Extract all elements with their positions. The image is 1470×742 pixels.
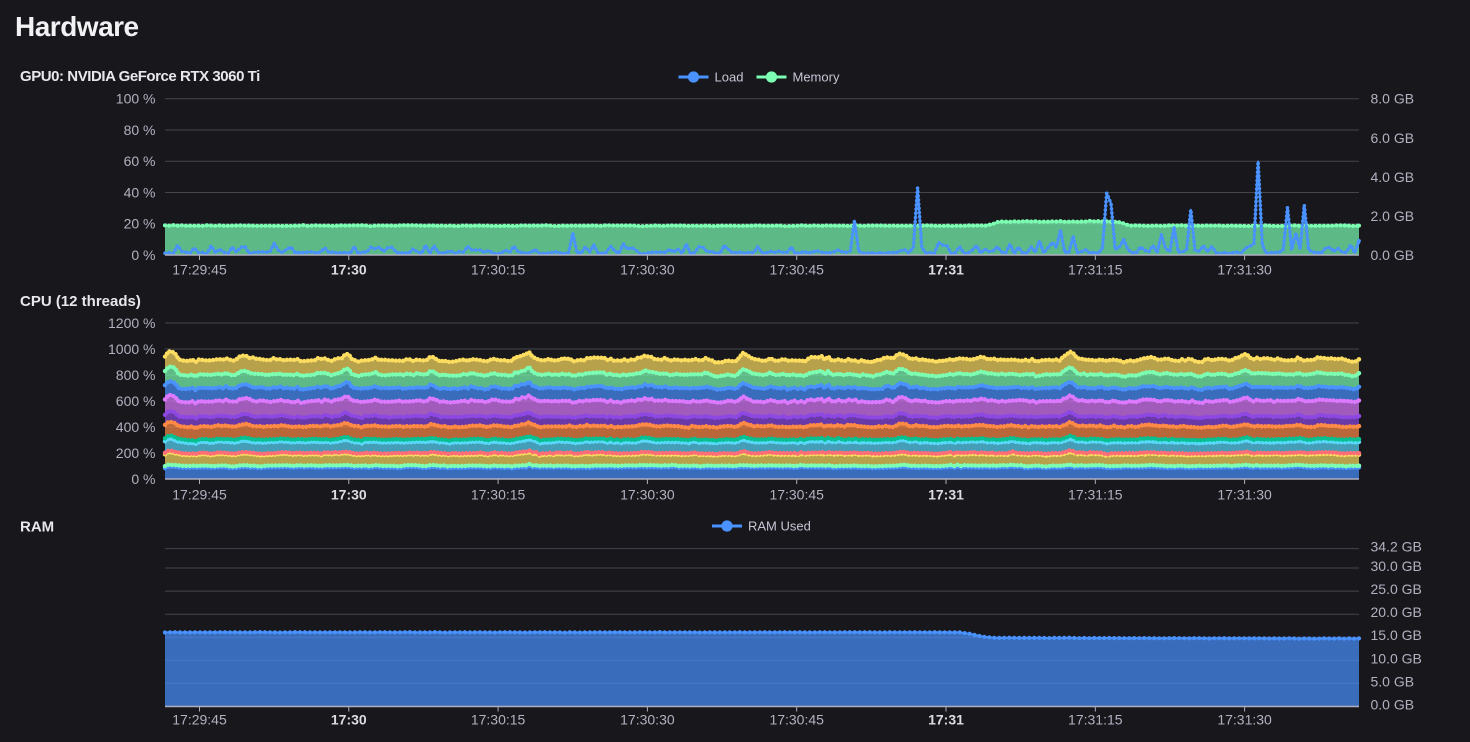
svg-text:Load: Load: [715, 70, 744, 85]
svg-text:17:31: 17:31: [928, 487, 964, 503]
svg-text:0.0 GB: 0.0 GB: [1371, 247, 1415, 263]
svg-text:25.0 GB: 25.0 GB: [1371, 581, 1422, 597]
svg-text:17:31:15: 17:31:15: [1068, 487, 1123, 503]
svg-text:17:29:45: 17:29:45: [172, 487, 227, 503]
svg-text:60 %: 60 %: [124, 153, 156, 169]
svg-text:17:30: 17:30: [331, 712, 367, 728]
svg-text:17:30:45: 17:30:45: [769, 487, 824, 503]
svg-text:0.0 GB: 0.0 GB: [1371, 697, 1415, 713]
svg-text:GPU0: NVIDIA GeForce RTX 3060: GPU0: NVIDIA GeForce RTX 3060 Ti: [20, 68, 260, 85]
svg-text:1200 %: 1200 %: [108, 315, 155, 331]
svg-text:100 %: 100 %: [116, 91, 156, 107]
svg-text:2.0 GB: 2.0 GB: [1371, 208, 1415, 224]
svg-text:17:31: 17:31: [928, 712, 964, 728]
svg-text:17:31: 17:31: [928, 262, 964, 278]
svg-text:17:30:15: 17:30:15: [471, 262, 526, 278]
svg-text:17:31:15: 17:31:15: [1068, 712, 1123, 728]
svg-text:17:31:30: 17:31:30: [1217, 487, 1272, 503]
svg-text:17:29:45: 17:29:45: [172, 262, 227, 278]
svg-text:17:31:15: 17:31:15: [1068, 262, 1123, 278]
svg-text:17:30:30: 17:30:30: [620, 262, 675, 278]
svg-text:5.0 GB: 5.0 GB: [1371, 673, 1415, 689]
svg-text:34.2 GB: 34.2 GB: [1371, 539, 1422, 555]
svg-text:6.0 GB: 6.0 GB: [1371, 130, 1415, 146]
svg-text:400 %: 400 %: [116, 419, 156, 435]
svg-text:17:31:30: 17:31:30: [1217, 712, 1272, 728]
svg-text:0 %: 0 %: [131, 247, 155, 263]
svg-text:40 %: 40 %: [124, 185, 156, 201]
svg-text:0 %: 0 %: [131, 471, 155, 487]
svg-text:4.0 GB: 4.0 GB: [1371, 169, 1415, 185]
svg-text:80 %: 80 %: [124, 122, 156, 138]
svg-text:17:30:30: 17:30:30: [620, 487, 675, 503]
svg-text:800 %: 800 %: [116, 367, 156, 383]
svg-text:10.0 GB: 10.0 GB: [1371, 650, 1422, 666]
svg-text:RAM Used: RAM Used: [748, 519, 811, 534]
svg-text:Hardware: Hardware: [15, 11, 139, 42]
svg-text:600 %: 600 %: [116, 393, 156, 409]
svg-text:20 %: 20 %: [124, 216, 156, 232]
svg-text:17:31:30: 17:31:30: [1217, 262, 1272, 278]
svg-text:30.0 GB: 30.0 GB: [1371, 558, 1422, 574]
svg-text:1000 %: 1000 %: [108, 341, 155, 357]
svg-text:20.0 GB: 20.0 GB: [1371, 604, 1422, 620]
svg-text:Memory: Memory: [793, 70, 840, 85]
svg-text:17:30:15: 17:30:15: [471, 487, 526, 503]
svg-text:CPU (12 threads): CPU (12 threads): [20, 293, 141, 310]
svg-text:17:30: 17:30: [331, 487, 367, 503]
svg-text:17:29:45: 17:29:45: [172, 712, 227, 728]
svg-text:200 %: 200 %: [116, 445, 156, 461]
svg-text:17:30: 17:30: [331, 262, 367, 278]
svg-text:17:30:15: 17:30:15: [471, 712, 526, 728]
svg-text:15.0 GB: 15.0 GB: [1371, 627, 1422, 643]
svg-text:8.0 GB: 8.0 GB: [1371, 91, 1415, 107]
svg-text:RAM: RAM: [20, 519, 54, 536]
svg-text:17:30:45: 17:30:45: [769, 262, 824, 278]
svg-text:17:30:45: 17:30:45: [769, 712, 824, 728]
svg-text:17:30:30: 17:30:30: [620, 712, 675, 728]
